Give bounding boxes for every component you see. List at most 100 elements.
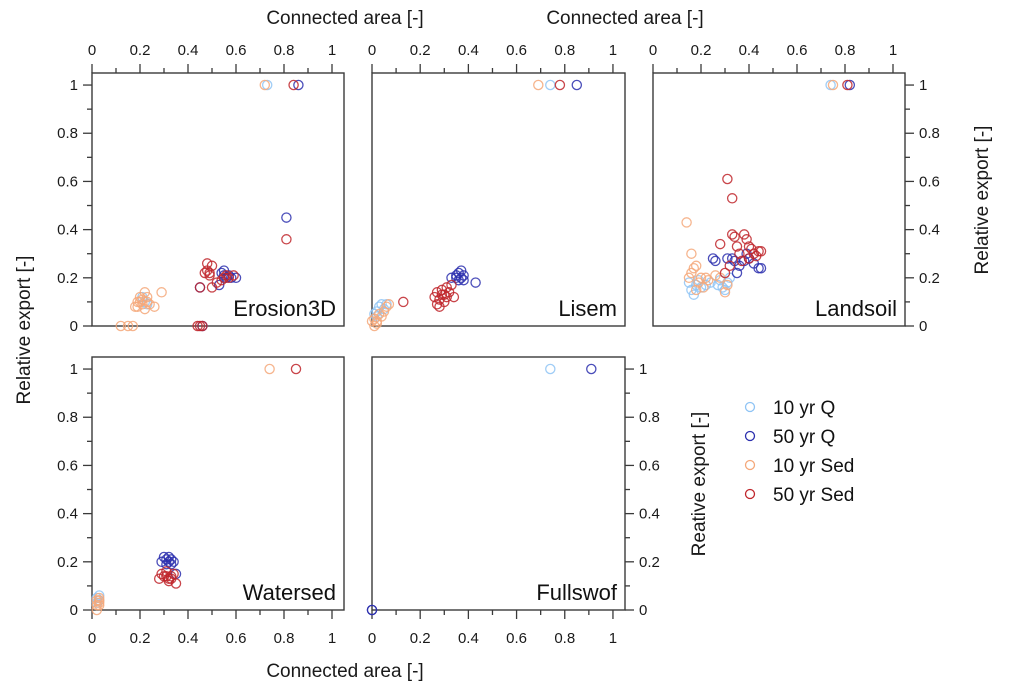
x-tick-label: 0 [88,630,96,647]
data-point-s50 [719,267,731,279]
x-tick-label: 0.6 [787,42,808,59]
data-point-s10 [369,320,380,332]
panel-frame [371,356,626,611]
data-point-s10 [383,299,395,310]
top-xlabel-panel3: Connected area [-] [546,8,703,29]
legend-label-50yr-sed: 50 yr Sed [773,485,854,506]
data-point-s50 [439,296,450,308]
data-point-q50 [458,274,469,286]
data-point-s50 [439,289,450,300]
data-point-s10 [681,217,692,228]
x-tick-label: 0.2 [410,630,431,647]
data-point-s50 [228,270,239,281]
legend-marker-10yr-q [744,401,756,413]
data-point-q50 [213,279,225,291]
panel-label: Landsoil [815,296,897,321]
x-tick-label: 0.4 [739,42,760,59]
x-tick-label: 0 [368,630,376,647]
y-tick-label: 1 [639,361,647,378]
data-point-s50 [201,258,213,269]
data-point-q50 [470,277,481,288]
y-tick-label: 0.4 [57,222,78,239]
x-tick-label: 1 [609,42,617,59]
x-tick-label: 0.6 [226,42,247,59]
data-point-s10 [127,320,139,332]
data-point-s10 [91,595,103,606]
data-point-s50 [221,270,232,281]
y-tick-label: 0 [70,602,78,619]
legend-marker-50yr-sed [744,488,756,500]
data-point-s50 [199,267,211,279]
data-point-s10 [137,299,148,310]
data-point-s50 [446,279,457,291]
data-point-s50 [218,272,230,284]
data-point-s10 [259,79,271,91]
y-tick-label: 0.4 [639,506,660,523]
data-point-s50 [741,234,752,245]
data-point-q50 [163,556,175,568]
data-point-q50 [707,253,719,264]
x-tick-label: 0 [88,42,96,59]
y-tick-label: 0.6 [919,173,940,190]
data-point-s50 [441,291,452,303]
y-tick-label: 0.2 [57,554,78,571]
y-tick-label: 0.8 [919,125,940,142]
legend-label-10yr-q: 10 yr Q [773,398,835,419]
data-point-q10 [545,79,556,91]
y-tick-label: 1 [70,77,78,94]
data-point-q50 [161,558,172,570]
panel-landsoil: 0 0.2 0.4 0.6 0.8 1 0 0.2 0.4 0.6 0.8 1 Landsoil [649,42,940,335]
top-xlabel-panel1: Connected area [-] [266,8,423,29]
data-point-q50 [726,253,738,264]
data-point-s10 [144,299,155,310]
data-point-q10 [369,308,380,320]
data-point-s50 [431,287,443,298]
legend: 10 yr Q 50 yr Q 10 yr Sed 50 yr Sed [744,398,854,506]
x-tick-label: 0.6 [506,42,527,59]
x-tick-label: 0.4 [178,630,199,647]
panel-label: Erosion3D [233,296,336,321]
y-tick-label: 0 [919,318,927,335]
y-tick-label: 0.2 [57,270,78,287]
x-tick-label: 1 [328,42,336,59]
data-point-s10 [93,599,105,611]
y-tick-label: 1 [70,361,78,378]
x-tick-label: 0.2 [691,42,712,59]
data-point-q10 [700,279,712,291]
data-point-s10 [156,287,167,298]
x-tick-label: 0.6 [506,630,527,647]
data-point-s50 [726,229,738,240]
data-point-s10 [381,301,392,312]
data-point-s10 [371,318,383,329]
data-point-s50 [163,575,175,587]
data-point-s10 [149,301,160,312]
y-tick-label: 0.4 [919,222,940,239]
data-point-s50 [281,234,292,245]
data-point-q50 [281,212,292,223]
y-tick-label: 0.6 [57,457,78,474]
panel-label: Fullswof [536,580,618,605]
data-point-s50 [726,193,738,204]
x-tick-label: 0.8 [835,42,856,59]
data-point-s50 [746,243,757,255]
data-point-q50 [571,79,583,91]
x-tick-label: 1 [889,42,897,59]
y-tick-label: 0 [639,602,647,619]
bottom-xlabel: Connected area [-] [266,661,423,682]
data-point-s50 [755,246,767,257]
data-point-s50 [714,238,726,250]
y-tick-label: 0.8 [57,409,78,426]
x-tick-label: 0.8 [554,42,575,59]
data-point-s50 [731,241,743,252]
data-point-q50 [586,363,597,375]
data-point-s50 [729,231,740,243]
data-point-s10 [141,296,153,308]
y-tick-label: 0.2 [639,554,660,571]
data-point-s10 [115,320,127,332]
x-tick-label: 0.8 [274,630,295,647]
panel-label: Watersed [243,580,336,605]
data-point-s10 [132,301,143,312]
data-point-s50 [554,79,566,91]
data-point-s50 [736,255,748,267]
